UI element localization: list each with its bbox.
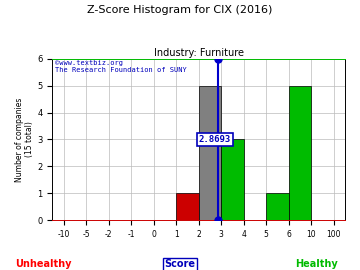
Text: Z-Score Histogram for CIX (2016): Z-Score Histogram for CIX (2016) [87, 5, 273, 15]
Text: ©www.textbiz.org
The Research Foundation of SUNY: ©www.textbiz.org The Research Foundation… [55, 60, 187, 73]
Bar [199, 86, 221, 220]
Bar [289, 86, 311, 220]
Title: Industry: Furniture: Industry: Furniture [154, 48, 244, 58]
Bar [176, 193, 199, 220]
Text: Score: Score [165, 259, 195, 269]
Bar [266, 193, 289, 220]
Bar [221, 140, 244, 220]
Text: Unhealthy: Unhealthy [15, 259, 71, 269]
Y-axis label: Number of companies
(15 total): Number of companies (15 total) [15, 97, 35, 182]
Text: Healthy: Healthy [296, 259, 338, 269]
Text: 2.8693: 2.8693 [199, 135, 231, 144]
